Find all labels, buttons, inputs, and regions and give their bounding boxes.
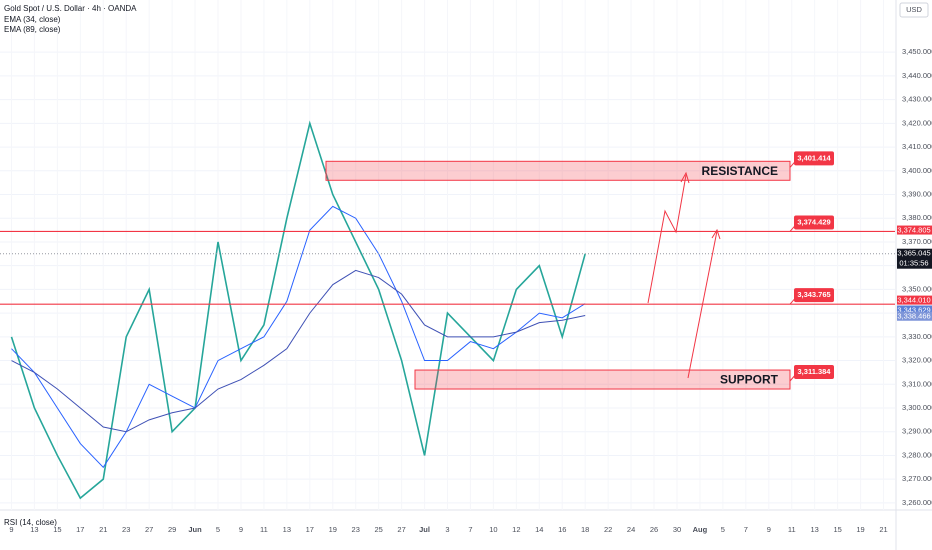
price-tag-countdown: 01:35:56 — [899, 259, 928, 268]
level-label: 3,401.414 — [797, 153, 831, 162]
y-tick-label: 3,320.000 — [902, 356, 932, 365]
x-tick-label: 29 — [168, 525, 176, 534]
x-tick-label: 5 — [721, 525, 725, 534]
price-tag-label: 3,365.045 — [897, 249, 930, 258]
x-tick-label: Jul — [419, 525, 430, 534]
x-tick-label: 9 — [239, 525, 243, 534]
arrow-head — [680, 171, 690, 184]
y-tick-label: 3,380.000 — [902, 213, 932, 222]
x-tick-label: 11 — [788, 525, 796, 534]
y-tick-label: 3,280.000 — [902, 450, 932, 459]
x-tick-label: 27 — [145, 525, 153, 534]
y-tick-label: 3,370.000 — [902, 237, 932, 246]
indicator-label: EMA (89, close) — [4, 25, 61, 34]
arrow-path — [647, 174, 687, 304]
x-tick-label: 27 — [397, 525, 405, 534]
y-tick-label: 3,420.000 — [902, 118, 932, 127]
x-tick-label: 30 — [673, 525, 681, 534]
y-tick-label: 3,390.000 — [902, 189, 932, 198]
x-tick-label: 26 — [650, 525, 658, 534]
x-tick-label: Jun — [188, 525, 202, 534]
price-tag — [897, 225, 932, 235]
level-label: 3,343.765 — [797, 290, 830, 299]
level-label-box — [794, 288, 834, 303]
x-tick-label: 12 — [512, 525, 520, 534]
x-tick-label: 17 — [76, 525, 84, 534]
x-tick-label: 14 — [535, 525, 543, 534]
x-tick-label: 17 — [306, 525, 314, 534]
x-tick-label: 21 — [99, 525, 107, 534]
x-tick-label: Aug — [693, 525, 708, 534]
plot-area — [0, 51, 895, 504]
x-tick-label: 10 — [489, 525, 497, 534]
currency[interactable]: USD — [906, 5, 922, 14]
y-tick-label: 3,310.000 — [902, 379, 932, 388]
y-tick-label: 3,400.000 — [902, 166, 932, 175]
y-tick-label: 3,410.000 — [902, 142, 932, 151]
x-tick-label: 21 — [879, 525, 887, 534]
y-tick-label: 3,430.000 — [902, 95, 932, 104]
x-tick-label: 13 — [283, 525, 291, 534]
level-label-box — [794, 215, 834, 230]
zone-label: SUPPORT — [720, 373, 779, 387]
y-tick-label: 3,450.000 — [902, 47, 932, 56]
price-tag-label: 3,374.805 — [897, 226, 930, 235]
currency-box[interactable] — [899, 2, 929, 18]
ema-line — [11, 269, 586, 433]
x-tick-label: 15 — [53, 525, 61, 534]
x-tick-label: 9 — [9, 525, 13, 534]
price-tag — [897, 311, 932, 321]
y-tick-label: 3,290.000 — [902, 427, 932, 436]
price-tag-label: 3,343.629 — [897, 305, 930, 314]
x-tick-label: 5 — [216, 525, 220, 534]
arrow-head — [711, 228, 721, 240]
zone-label: RESISTANCE — [702, 164, 778, 178]
y-tick-label: 3,440.000 — [902, 71, 932, 80]
x-tick-label: 13 — [811, 525, 819, 534]
x-tick-label: 23 — [122, 525, 130, 534]
x-tick-label: 19 — [329, 525, 337, 534]
y-tick-label: 3,270.000 — [902, 474, 932, 483]
x-tick-label: 9 — [767, 525, 771, 534]
x-tick-label: 22 — [604, 525, 612, 534]
x-tick-label: 18 — [581, 525, 589, 534]
price-tag — [897, 295, 932, 305]
x-tick-label: 25 — [374, 525, 382, 534]
level-label-box — [794, 151, 834, 166]
x-tick-label: 7 — [468, 525, 472, 534]
price-tag-label: 3,344.010 — [897, 296, 930, 305]
x-tick-label: 16 — [558, 525, 566, 534]
x-tick-label: 11 — [260, 525, 268, 534]
indicator-label: EMA (34, close) — [4, 15, 61, 24]
x-tick-label: 15 — [833, 525, 841, 534]
y-tick-label: 3,330.000 — [902, 332, 932, 341]
y-tick-label: 3,350.000 — [902, 284, 932, 293]
price-tag — [897, 248, 932, 269]
chart-title: Gold Spot / U.S. Dollar · 4h · OANDA — [4, 4, 137, 13]
ema-line — [11, 205, 586, 469]
price-tag — [897, 305, 932, 315]
price-line — [10, 120, 586, 500]
x-tick-label: 13 — [30, 525, 38, 534]
level-label-box — [794, 364, 834, 379]
x-tick-label: 24 — [627, 525, 635, 534]
zone — [414, 369, 791, 390]
level-label: 3,311.384 — [798, 367, 832, 376]
y-tick-label: 3,300.000 — [902, 403, 932, 412]
x-tick-label: 3 — [445, 525, 449, 534]
y-tick-label: 3,260.000 — [902, 498, 932, 507]
x-tick-label: 19 — [856, 525, 864, 534]
x-tick-label: 7 — [744, 525, 748, 534]
rsi-label: RSI (14, close) — [4, 518, 57, 527]
price-tag-label: 3,338.466 — [897, 312, 930, 321]
level-label: 3,374.429 — [797, 217, 830, 226]
zone — [325, 160, 791, 181]
x-tick-label: 23 — [352, 525, 360, 534]
